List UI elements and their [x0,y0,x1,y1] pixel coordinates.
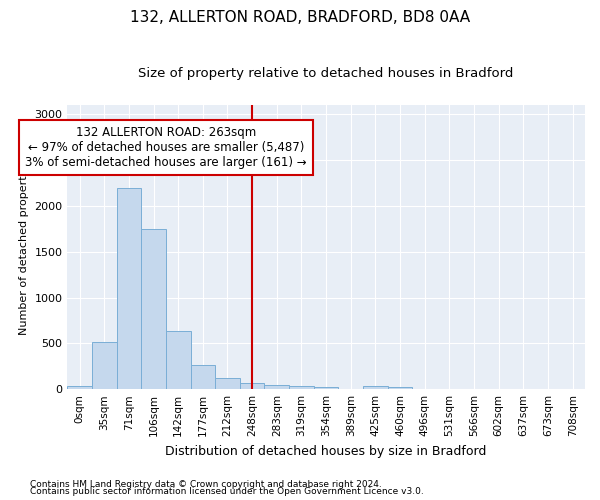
Bar [191,365,215,389]
Bar [116,188,141,389]
Bar [67,386,92,389]
Bar [289,386,314,389]
Y-axis label: Number of detached properties: Number of detached properties [19,160,29,335]
Bar [314,388,338,389]
X-axis label: Distribution of detached houses by size in Bradford: Distribution of detached houses by size … [166,444,487,458]
Bar [363,386,388,389]
Text: 132 ALLERTON ROAD: 263sqm
← 97% of detached houses are smaller (5,487)
3% of sem: 132 ALLERTON ROAD: 263sqm ← 97% of detac… [25,126,307,170]
Bar [92,342,116,389]
Bar [265,384,289,389]
Bar [388,388,412,389]
Bar [215,378,240,389]
Text: 132, ALLERTON ROAD, BRADFORD, BD8 0AA: 132, ALLERTON ROAD, BRADFORD, BD8 0AA [130,10,470,25]
Bar [141,229,166,389]
Title: Size of property relative to detached houses in Bradford: Size of property relative to detached ho… [139,68,514,80]
Bar [166,331,191,389]
Text: Contains HM Land Registry data © Crown copyright and database right 2024.: Contains HM Land Registry data © Crown c… [30,480,382,489]
Text: Contains public sector information licensed under the Open Government Licence v3: Contains public sector information licen… [30,488,424,496]
Bar [240,383,265,389]
